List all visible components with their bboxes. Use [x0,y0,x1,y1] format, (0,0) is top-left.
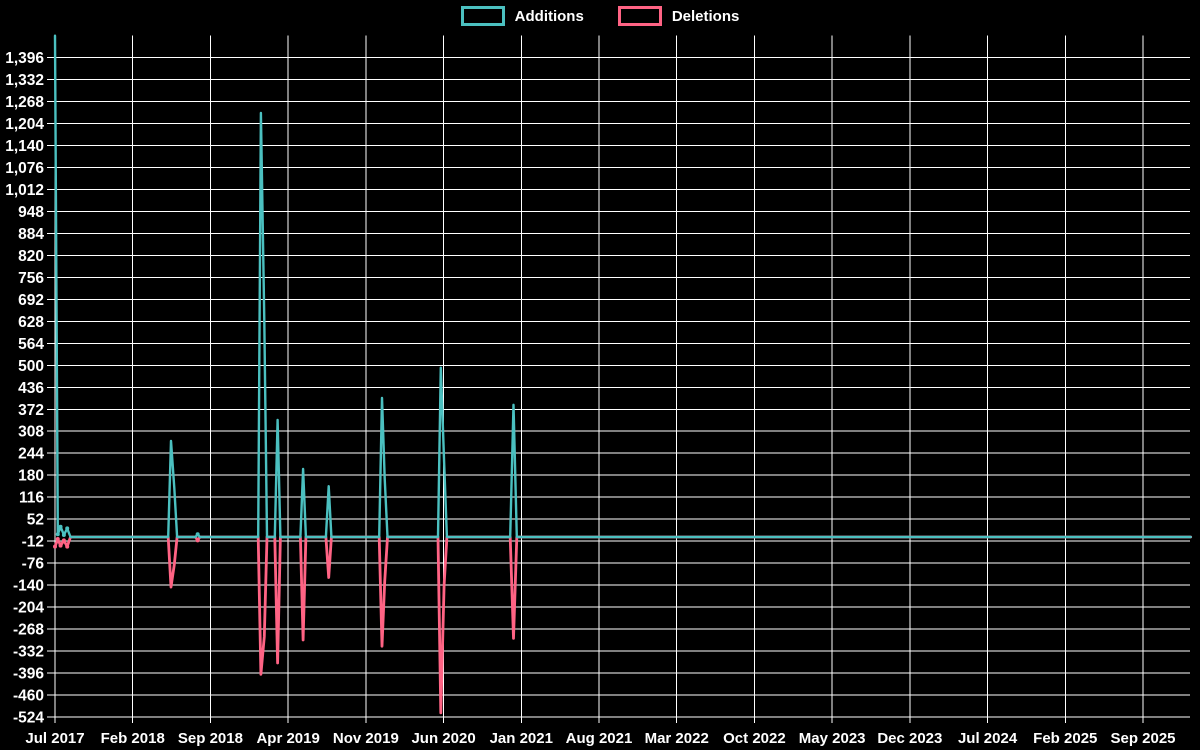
y-tick-label: 500 [18,358,44,375]
x-tick-label: Nov 2019 [333,730,399,747]
deletions-swatch-icon [617,6,662,26]
chart-legend: Additions Deletions [0,6,1200,26]
legend-item-deletions[interactable]: Deletions [617,6,740,26]
y-tick-label: 180 [18,468,44,485]
y-tick-label: 1,204 [5,116,44,133]
y-tick-label: 372 [18,402,44,419]
x-tick-label: Oct 2022 [723,730,786,747]
x-tick-label: Feb 2018 [101,730,165,747]
additions-point-marker [65,526,70,531]
legend-label-deletions: Deletions [671,7,740,25]
x-tick-label: Jan 2021 [490,730,553,747]
x-tick-label: May 2023 [799,730,866,747]
y-tick-label: 52 [27,512,44,529]
deletions-point-marker [53,544,57,549]
x-tick-label: Dec 2023 [877,730,942,747]
y-tick-label: 1,140 [5,138,44,155]
x-axis-tick-labels: Jul 2017 Feb 2018 Sep 2018 Apr 2019 Nov 2019… [25,730,1175,747]
y-tick-label: -76 [22,556,45,573]
x-tick-label: Apr 2019 [256,730,319,747]
deletions-line[interactable] [53,535,1193,715]
y-tick-label: 1,012 [5,182,44,199]
y-axis-tick-labels: 1,396 1,332 1,268 1,204 1,140 1,076 1,012 948 88… [5,50,44,726]
y-tick-label: 948 [18,204,44,221]
y-tick-label: 1,396 [5,50,44,67]
y-tick-label: 116 [19,490,44,507]
y-tick-label: 1,076 [5,160,44,177]
x-tick-label: Jul 2024 [958,730,1018,747]
x-tick-label: Sep 2018 [178,730,243,747]
vertical-gridlines [54,35,1144,723]
y-tick-label: 564 [18,336,44,353]
additions-point-marker [58,524,63,529]
y-tick-label: 884 [18,226,44,243]
x-tick-label: Mar 2022 [645,730,709,747]
y-tick-label: -12 [22,534,44,551]
x-tick-label: Feb 2025 [1033,730,1097,747]
y-tick-label: -140 [13,578,44,595]
y-tick-label: 820 [18,248,44,265]
y-tick-label: -268 [13,622,44,639]
legend-label-additions: Additions [514,7,584,25]
y-tick-label: 692 [18,292,44,309]
deletions-point-marker [61,538,66,543]
y-tick-label: 1,268 [5,94,44,111]
additions-point-marker [61,532,66,537]
x-tick-label: Sep 2025 [1110,730,1175,747]
y-tick-label: -332 [13,643,44,660]
y-tick-label: 308 [18,424,44,441]
y-tick-label: 756 [18,270,44,287]
additions-point-marker [55,532,60,537]
data-series [53,34,1193,715]
x-tick-label: Aug 2021 [566,730,633,747]
deletions-point-marker [195,538,200,543]
y-tick-label: -396 [13,665,44,682]
additions-line[interactable] [53,34,1192,539]
legend-item-additions[interactable]: Additions [460,6,584,26]
y-tick-label: 628 [18,314,44,331]
x-tick-label: Jul 2017 [25,730,84,747]
y-tick-label: 436 [18,380,44,397]
deletions-point-marker [58,543,63,548]
y-tick-label: -460 [13,687,44,704]
horizontal-gridlines [47,57,1190,718]
x-tick-label: Jun 2020 [411,730,475,747]
deletions-point-marker [65,544,70,549]
deletions-point-marker [55,537,60,542]
y-tick-label: -524 [13,709,44,726]
y-tick-label: 244 [18,446,44,463]
y-tick-label: -204 [13,600,44,617]
y-tick-label: 1,332 [5,72,44,89]
additions-swatch-icon [460,6,505,26]
additions-point-marker [195,532,200,537]
